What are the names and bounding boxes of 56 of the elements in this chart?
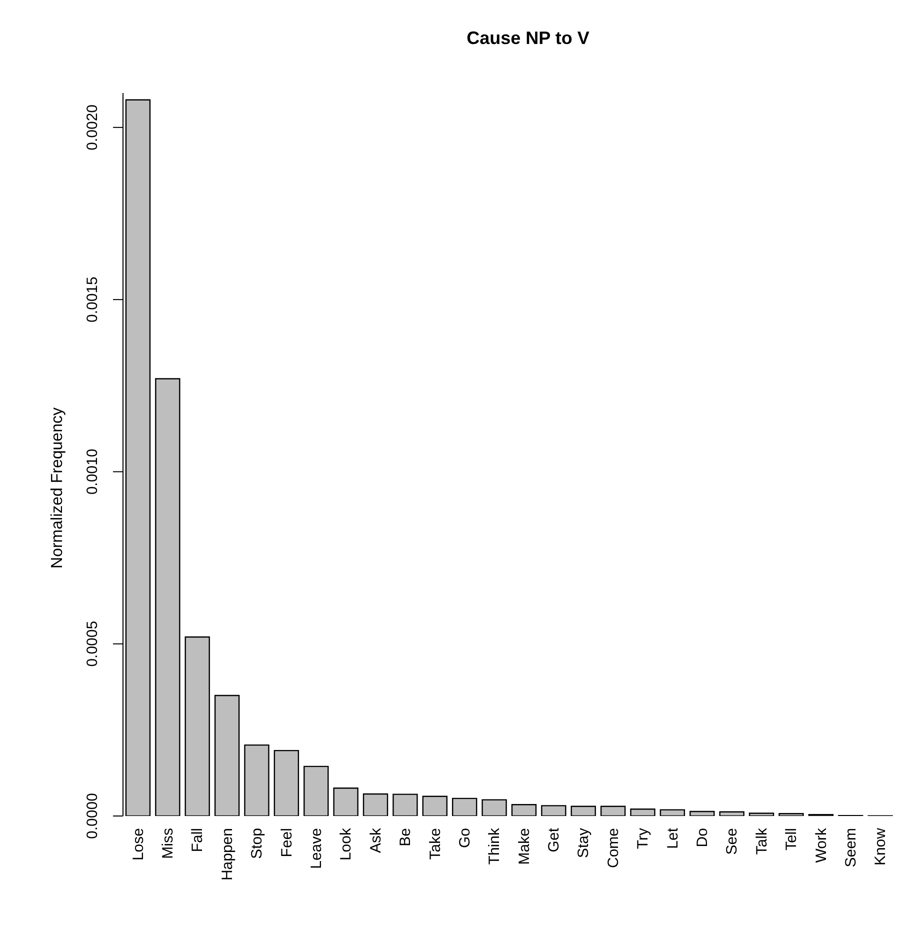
x-tick-label: Talk <box>753 828 770 855</box>
x-tick-label: Take <box>426 828 444 860</box>
x-tick-label: Do <box>694 828 711 848</box>
bar <box>452 798 478 816</box>
bar <box>511 804 537 816</box>
y-tick-label: 0.0010 <box>84 448 101 495</box>
x-tick-label: Feel <box>278 828 296 858</box>
x-tick-label: Work <box>812 828 830 863</box>
x-tick-label: Fall <box>189 828 206 852</box>
x-tick-label: Stop <box>248 828 266 859</box>
bar <box>155 378 180 816</box>
y-tick-label: 0.0005 <box>84 620 101 667</box>
x-tick-label: Come <box>604 828 622 868</box>
bar <box>748 812 774 816</box>
bar <box>630 808 656 816</box>
bar <box>184 636 210 816</box>
bar <box>214 694 240 816</box>
bar <box>274 750 300 816</box>
bar <box>690 810 715 816</box>
bar <box>422 796 448 816</box>
bar <box>482 799 507 816</box>
x-tick-label: Be <box>397 828 414 846</box>
bar <box>244 744 270 816</box>
x-tick-label: Happen <box>218 828 236 881</box>
x-tick-label: Think <box>486 828 504 865</box>
x-tick-label: Seem <box>842 828 860 868</box>
bar <box>541 805 566 816</box>
chart-title: Cause NP to V <box>466 28 590 49</box>
bar <box>719 811 744 816</box>
bar <box>570 806 596 816</box>
bar <box>125 99 151 816</box>
bar <box>362 793 388 816</box>
y-axis-title: Normalized Frequency <box>49 408 67 568</box>
y-tick-label: 0.0020 <box>84 104 101 150</box>
x-tick-label: Make <box>516 828 533 865</box>
x-tick-label: Try <box>634 828 652 850</box>
x-tick-label: Ask <box>367 828 384 854</box>
x-tick-label: See <box>724 828 741 855</box>
x-tick-label: Lose <box>130 828 147 861</box>
bar <box>660 809 686 816</box>
y-tick-label: 0.0000 <box>84 793 101 839</box>
x-tick-label: Look <box>338 828 355 861</box>
y-tick-label: 0.0015 <box>84 276 101 323</box>
bar <box>392 794 418 816</box>
x-tick-label: Get <box>546 827 563 852</box>
x-tick-label: Miss <box>160 828 177 859</box>
x-tick-label: Stay <box>575 828 592 858</box>
x-tick-label: Tell <box>783 828 800 851</box>
x-tick-label: Go <box>456 828 474 848</box>
bar <box>778 812 804 816</box>
x-tick-label: Leave <box>308 828 325 869</box>
x-tick-label: Know <box>872 828 890 866</box>
x-tick-label: Let <box>664 827 682 849</box>
bar <box>304 766 329 816</box>
bar <box>600 806 626 816</box>
bar <box>333 788 358 816</box>
